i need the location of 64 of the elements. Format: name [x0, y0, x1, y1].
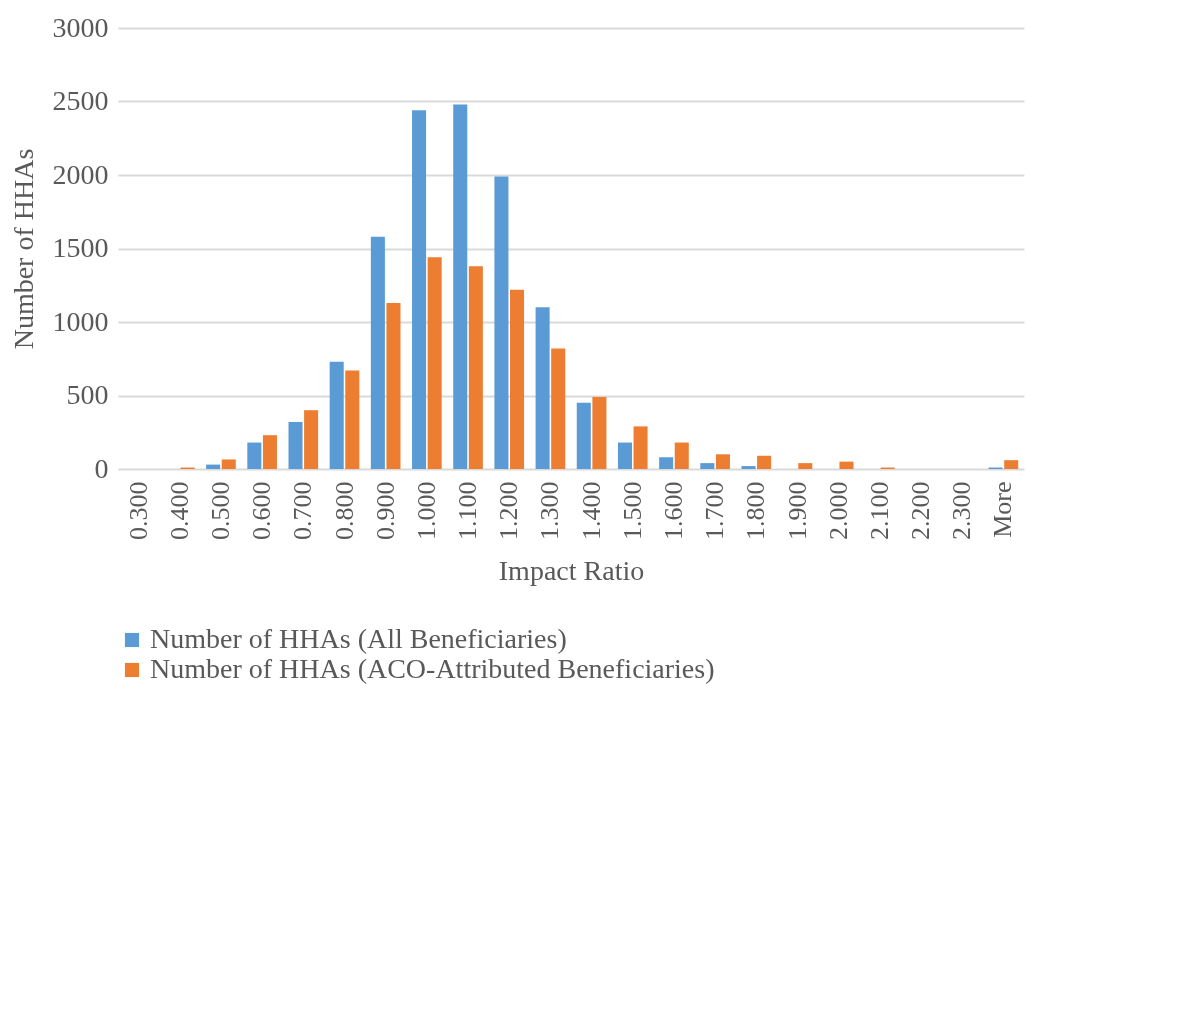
x-tick-label: 0.300: [123, 481, 153, 540]
y-tick-label: 2000: [52, 158, 109, 190]
x-tick-label: 0.900: [370, 481, 400, 540]
x-tick-label: 1.000: [411, 481, 441, 540]
bar: [345, 370, 360, 469]
x-tick-label: 0.800: [329, 481, 359, 540]
x-tick-label: 2.200: [906, 481, 936, 540]
x-tick-label: 1.200: [494, 481, 524, 540]
bar: [510, 289, 525, 469]
x-tick-label: 0.400: [164, 481, 194, 540]
y-tick-label: 2500: [52, 85, 109, 116]
x-tick-label: 2.300: [947, 481, 977, 540]
y-tick-label: 0: [94, 452, 109, 484]
bar: [674, 442, 689, 469]
y-tick-label: 500: [66, 379, 109, 410]
bar: [221, 459, 236, 469]
x-tick-label: 0.700: [288, 481, 318, 540]
legend-label: Number of HHAs (All Beneficiaries): [150, 623, 567, 654]
x-tick-label: 1.500: [617, 481, 647, 540]
bar: [304, 410, 319, 469]
bar: [576, 402, 591, 469]
y-tick-label: 3000: [52, 11, 109, 43]
x-tick-label: 2.100: [864, 481, 894, 540]
bar: [206, 464, 221, 469]
legend-label: Number of HHAs (ACO-Attributed Beneficiaries): [150, 653, 715, 684]
bar: [741, 466, 756, 469]
x-tick-label: 1.800: [741, 481, 771, 540]
y-tick-label: 1000: [52, 305, 109, 337]
bar: [494, 176, 509, 469]
y-axis-title: Number of HHAs: [7, 148, 39, 350]
bar: [412, 110, 427, 469]
bar: [386, 302, 401, 469]
bar: [839, 461, 854, 469]
bar: [633, 426, 648, 469]
y-tick-label: 1500: [52, 232, 109, 263]
x-tick-label: 2.000: [823, 481, 853, 540]
bar: [617, 442, 632, 469]
bar: [659, 457, 674, 469]
x-tick-label: More: [988, 481, 1018, 538]
bar: [247, 442, 262, 469]
x-tick-label: 0.600: [247, 481, 277, 540]
bar: [453, 104, 468, 469]
x-axis-title: Impact Ratio: [498, 555, 645, 586]
bar: [592, 396, 607, 469]
bar: [551, 348, 566, 469]
bar: [468, 266, 483, 469]
bar: [329, 361, 344, 469]
bar: [715, 454, 730, 469]
x-tick-label: 1.900: [782, 481, 812, 540]
bar: [288, 421, 303, 469]
x-tick-label: 0.500: [205, 481, 235, 540]
bar: [798, 463, 813, 469]
x-tick-label: 1.600: [658, 481, 688, 540]
x-tick-label: 1.700: [700, 481, 730, 540]
x-tick-label: 1.300: [535, 481, 565, 540]
bar: [700, 463, 715, 469]
bar: [535, 307, 550, 469]
x-tick-label: 1.100: [453, 481, 483, 540]
x-tick-label: 1.400: [576, 481, 606, 540]
bar: [262, 435, 277, 469]
bar: [757, 455, 772, 469]
bar: [370, 236, 385, 469]
bar: [1004, 460, 1019, 469]
bar: [427, 257, 442, 469]
